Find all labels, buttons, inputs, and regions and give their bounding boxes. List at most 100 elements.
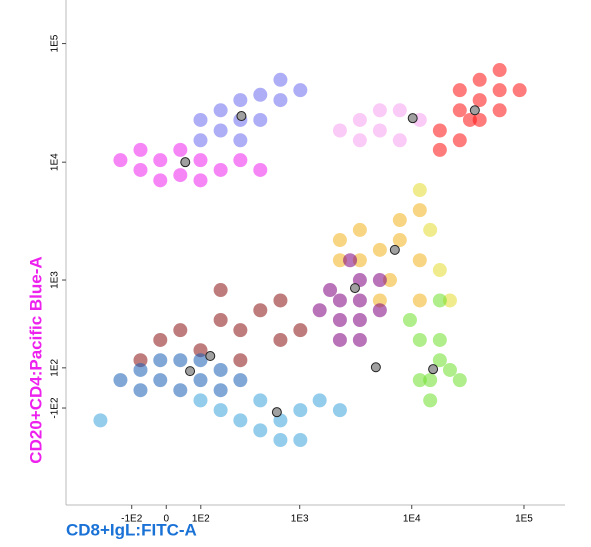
x-tick-label: 1E5 bbox=[515, 514, 533, 525]
point bbox=[512, 83, 527, 98]
point bbox=[253, 393, 268, 408]
point bbox=[153, 353, 168, 368]
point bbox=[332, 312, 347, 327]
y-axis-title: CD20+CD4:Pacific Blue-A bbox=[26, 256, 45, 463]
point bbox=[133, 362, 148, 377]
point bbox=[372, 123, 387, 138]
point bbox=[193, 343, 208, 358]
point bbox=[273, 332, 288, 347]
point bbox=[193, 153, 208, 168]
centroid bbox=[236, 111, 247, 122]
centroid bbox=[469, 105, 480, 116]
point bbox=[423, 373, 438, 388]
point bbox=[273, 293, 288, 308]
point bbox=[193, 133, 208, 148]
point bbox=[173, 323, 188, 338]
point bbox=[213, 283, 228, 298]
point bbox=[352, 112, 367, 127]
point bbox=[233, 153, 248, 168]
point bbox=[392, 133, 407, 148]
point bbox=[412, 373, 427, 388]
point bbox=[332, 332, 347, 347]
point bbox=[233, 413, 248, 428]
point bbox=[382, 273, 397, 288]
point bbox=[153, 173, 168, 188]
y-tick-label: 1E5 bbox=[50, 34, 61, 52]
point bbox=[293, 83, 308, 98]
point bbox=[343, 253, 358, 268]
point bbox=[273, 93, 288, 108]
point bbox=[412, 183, 427, 198]
point bbox=[133, 142, 148, 157]
point bbox=[273, 433, 288, 448]
x-tick-label: 0 bbox=[163, 514, 169, 525]
point bbox=[193, 353, 208, 368]
point bbox=[173, 168, 188, 183]
point bbox=[213, 123, 228, 138]
point bbox=[332, 403, 347, 418]
point bbox=[492, 63, 507, 78]
point bbox=[332, 233, 347, 248]
point bbox=[442, 293, 457, 308]
centroid bbox=[370, 362, 381, 373]
point bbox=[113, 153, 128, 168]
point bbox=[173, 142, 188, 157]
x-tick-label: 1E4 bbox=[403, 514, 421, 525]
point bbox=[312, 303, 327, 318]
point bbox=[372, 293, 387, 308]
point bbox=[492, 103, 507, 118]
point bbox=[392, 213, 407, 228]
point bbox=[412, 203, 427, 218]
centroid bbox=[407, 113, 418, 124]
point bbox=[442, 362, 457, 377]
point bbox=[472, 112, 487, 127]
point bbox=[452, 83, 467, 98]
point bbox=[153, 332, 168, 347]
point bbox=[402, 312, 417, 327]
point bbox=[312, 393, 327, 408]
point bbox=[492, 83, 507, 98]
point bbox=[253, 423, 268, 438]
point bbox=[432, 293, 447, 308]
point bbox=[352, 222, 367, 237]
point bbox=[213, 162, 228, 177]
point bbox=[412, 253, 427, 268]
point bbox=[253, 162, 268, 177]
point bbox=[213, 403, 228, 418]
point bbox=[193, 173, 208, 188]
point bbox=[352, 133, 367, 148]
point bbox=[332, 253, 347, 268]
point bbox=[133, 162, 148, 177]
point bbox=[253, 87, 268, 102]
point bbox=[352, 312, 367, 327]
point bbox=[293, 403, 308, 418]
point bbox=[93, 413, 108, 428]
point bbox=[193, 373, 208, 388]
point bbox=[412, 293, 427, 308]
point bbox=[372, 303, 387, 318]
y-tick-label: 1E3 bbox=[50, 271, 61, 289]
point bbox=[113, 373, 128, 388]
centroid bbox=[271, 407, 282, 418]
point bbox=[462, 112, 477, 127]
point bbox=[193, 112, 208, 127]
point bbox=[412, 332, 427, 347]
centroid bbox=[180, 157, 191, 168]
point bbox=[253, 112, 268, 127]
point bbox=[352, 332, 367, 347]
point bbox=[233, 353, 248, 368]
point bbox=[233, 93, 248, 108]
point bbox=[352, 293, 367, 308]
point bbox=[213, 362, 228, 377]
x-axis-title: CD8+IgL:FITC-A bbox=[66, 520, 197, 539]
point bbox=[173, 353, 188, 368]
point bbox=[432, 142, 447, 157]
point bbox=[133, 383, 148, 398]
point bbox=[432, 263, 447, 278]
centroid bbox=[389, 244, 400, 255]
point bbox=[372, 103, 387, 118]
point bbox=[432, 123, 447, 138]
point bbox=[452, 103, 467, 118]
point bbox=[213, 312, 228, 327]
